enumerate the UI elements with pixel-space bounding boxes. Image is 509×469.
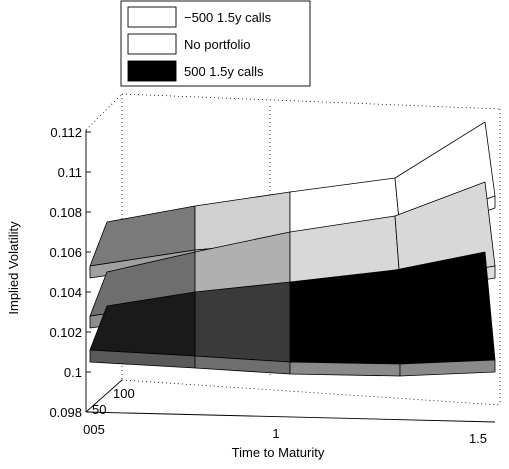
legend-swatch-none: [127, 33, 177, 55]
z-tick-label: 0.104: [49, 285, 82, 300]
z-tick-label: 0.1: [64, 365, 82, 380]
z-axis-label: Implied Volatility: [6, 221, 21, 315]
x-axis-line: [85, 411, 496, 423]
z-tick-group: 0.098 0.1 0.102 0.104 0.106 0.108 0.11 0.112: [49, 125, 91, 420]
x-tick-label: 1.5: [469, 431, 487, 446]
z-tick-label: 0.108: [49, 205, 82, 220]
x-tick-label: 005: [83, 422, 105, 437]
y-tick-label-100: 100: [113, 386, 135, 401]
surface-2-lip-3: [399, 359, 496, 377]
grid-back-top: [121, 93, 501, 110]
surface-2: [89, 251, 496, 377]
legend: −500 1.5y calls No portfolio 500 1.5y ca…: [120, 0, 311, 87]
x-axis-label: Time to Maturity: [232, 445, 325, 460]
legend-label-long: 500 1.5y calls: [184, 64, 264, 79]
surface-2-lip-2: [289, 361, 401, 377]
legend-swatch-long: [127, 60, 177, 82]
legend-label-none: No portfolio: [184, 37, 250, 52]
z-tick-label: 0.112: [50, 125, 82, 140]
legend-label-short: −500 1.5y calls: [184, 10, 272, 25]
z-tick-label: 0.098: [49, 405, 82, 420]
surface-2-panel-2: [289, 269, 401, 365]
z-tick-label: 0.106: [49, 245, 82, 260]
grid-top-left-depth: [85, 93, 123, 131]
x-tick-label: 1: [272, 426, 279, 441]
surface-2-panel-1: [194, 281, 291, 363]
x-tick-group: 005 1 1.5: [83, 422, 487, 446]
y-tick-label-50: 50: [92, 402, 106, 417]
surfaces: [89, 121, 496, 377]
z-tick-label: 0.102: [49, 325, 82, 340]
y-axis-line: [85, 379, 123, 413]
z-tick-label: 0.11: [58, 165, 82, 180]
surface-2-panel-3: [394, 251, 496, 365]
grid-back-bottom: [121, 379, 501, 406]
legend-swatch-short: [127, 6, 177, 28]
